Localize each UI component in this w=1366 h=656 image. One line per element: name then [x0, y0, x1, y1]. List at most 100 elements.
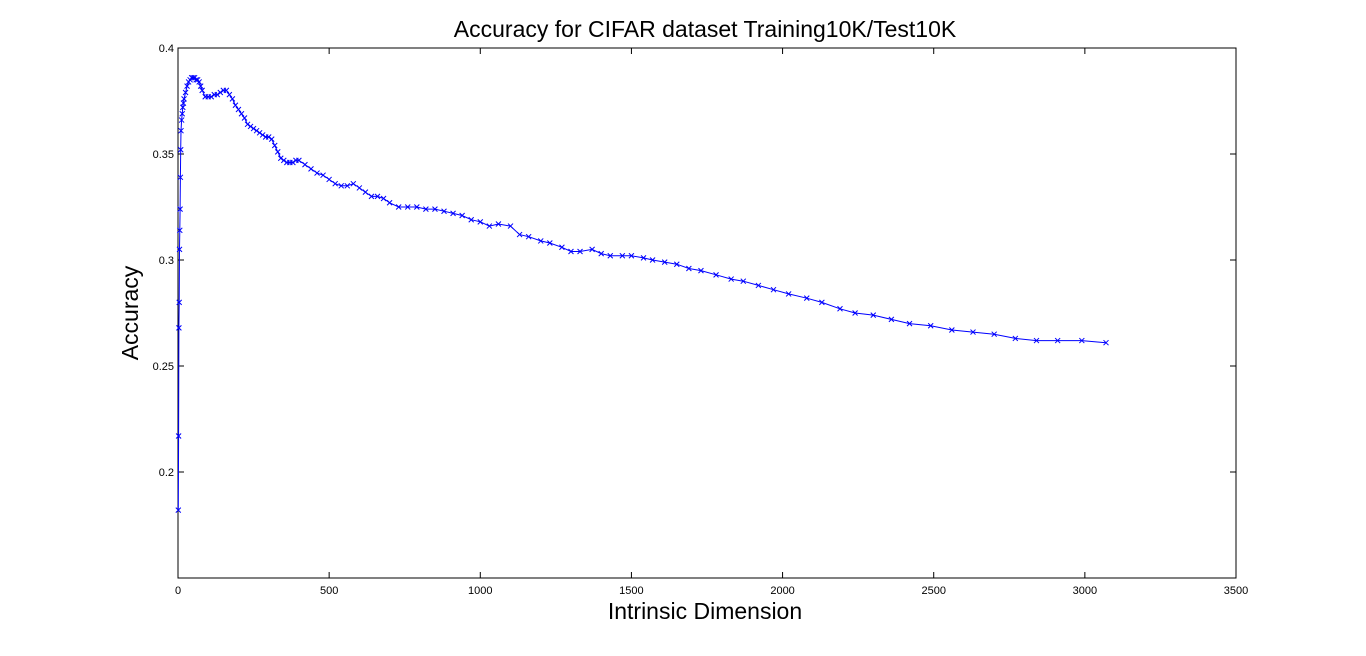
data-point	[181, 96, 187, 102]
x-tick-label: 2500	[921, 585, 945, 597]
data-point	[320, 172, 326, 179]
data-point	[468, 216, 475, 223]
data-point	[1012, 335, 1019, 342]
y-tick-label: 0.25	[153, 361, 174, 373]
data-point	[179, 110, 186, 117]
plot-area	[177, 47, 1237, 579]
data-point	[182, 89, 189, 96]
data-point	[175, 507, 182, 514]
data-point	[870, 312, 877, 318]
data-point	[193, 76, 199, 83]
data-point	[607, 252, 614, 259]
data-point	[241, 115, 248, 121]
y-axis-label: Accuracy	[117, 265, 143, 360]
data-point	[256, 129, 263, 136]
data-point	[178, 117, 185, 123]
data-point	[350, 180, 357, 187]
data-point	[238, 110, 245, 117]
data-point	[477, 218, 484, 225]
data-point	[459, 212, 466, 219]
data-point	[698, 267, 704, 274]
data-point	[177, 206, 183, 212]
data-point	[395, 204, 402, 210]
y-tick-label: 0.2	[159, 467, 174, 479]
data-point	[640, 255, 647, 261]
data-point	[423, 206, 429, 212]
data-point	[537, 238, 544, 244]
data-point	[197, 83, 204, 90]
data-point	[280, 157, 287, 164]
data-point	[338, 182, 345, 189]
axis-ticks	[177, 47, 1237, 578]
data-point	[190, 74, 196, 81]
data-point	[214, 91, 221, 98]
data-point	[244, 121, 251, 128]
data-point	[728, 276, 735, 282]
data-point	[991, 331, 998, 338]
data-point	[1033, 337, 1040, 344]
data-point	[589, 246, 595, 253]
data-point	[199, 87, 206, 94]
x-tick-label: 3000	[1073, 585, 1097, 597]
data-point	[344, 182, 351, 189]
data-point	[546, 240, 553, 246]
data-point	[247, 123, 254, 130]
data-point	[568, 248, 574, 255]
data-point	[184, 83, 190, 90]
data-point	[906, 320, 913, 327]
data-point	[970, 329, 976, 335]
x-tick-label: 500	[320, 585, 338, 597]
data-point	[413, 204, 420, 210]
data-point	[296, 157, 302, 164]
data-point	[226, 91, 233, 98]
data-point	[253, 127, 260, 134]
data-point	[507, 223, 514, 229]
data-point	[176, 246, 183, 253]
data-point	[740, 278, 747, 285]
data-point	[628, 252, 635, 259]
data-point	[803, 295, 810, 302]
data-point	[178, 127, 184, 134]
data-point	[516, 231, 523, 238]
axis-tick-labels: 0 500 1000 1500 2000 2500 3000 3500 0.2 0.25 0.3 0.…	[153, 43, 1249, 597]
data-point	[176, 324, 182, 331]
data-point	[362, 189, 369, 196]
data-point	[927, 322, 934, 329]
data-point	[356, 185, 363, 191]
data-point	[232, 102, 239, 109]
data-point	[177, 174, 184, 181]
data-point	[819, 299, 825, 306]
data-point	[271, 142, 278, 149]
data-point	[332, 180, 339, 187]
data-point	[176, 299, 183, 306]
data-point	[229, 96, 236, 102]
data-point	[175, 433, 182, 439]
chart-title: Accuracy for CIFAR dataset Training10K/T…	[454, 16, 957, 42]
data-point	[1054, 337, 1061, 344]
data-point	[380, 195, 387, 202]
data-point	[268, 136, 275, 143]
data-point	[619, 252, 626, 259]
data-point	[259, 132, 266, 138]
data-point	[852, 310, 858, 316]
data-point	[235, 106, 242, 113]
data-point	[559, 244, 565, 251]
x-tick-label: 1500	[619, 585, 643, 597]
data-point	[686, 265, 692, 272]
data-point	[326, 176, 332, 183]
data-point	[265, 134, 272, 140]
data-point	[785, 291, 792, 297]
x-tick-label: 1000	[468, 585, 492, 597]
data-point	[302, 161, 308, 168]
y-tick-label: 0.3	[159, 255, 174, 267]
data-point	[486, 223, 493, 229]
data-point	[374, 193, 381, 200]
data-point	[277, 155, 284, 162]
series-markers	[175, 74, 1109, 514]
data-point	[196, 79, 203, 85]
data-point	[368, 193, 375, 200]
data-point	[525, 233, 532, 240]
data-point	[450, 210, 456, 217]
